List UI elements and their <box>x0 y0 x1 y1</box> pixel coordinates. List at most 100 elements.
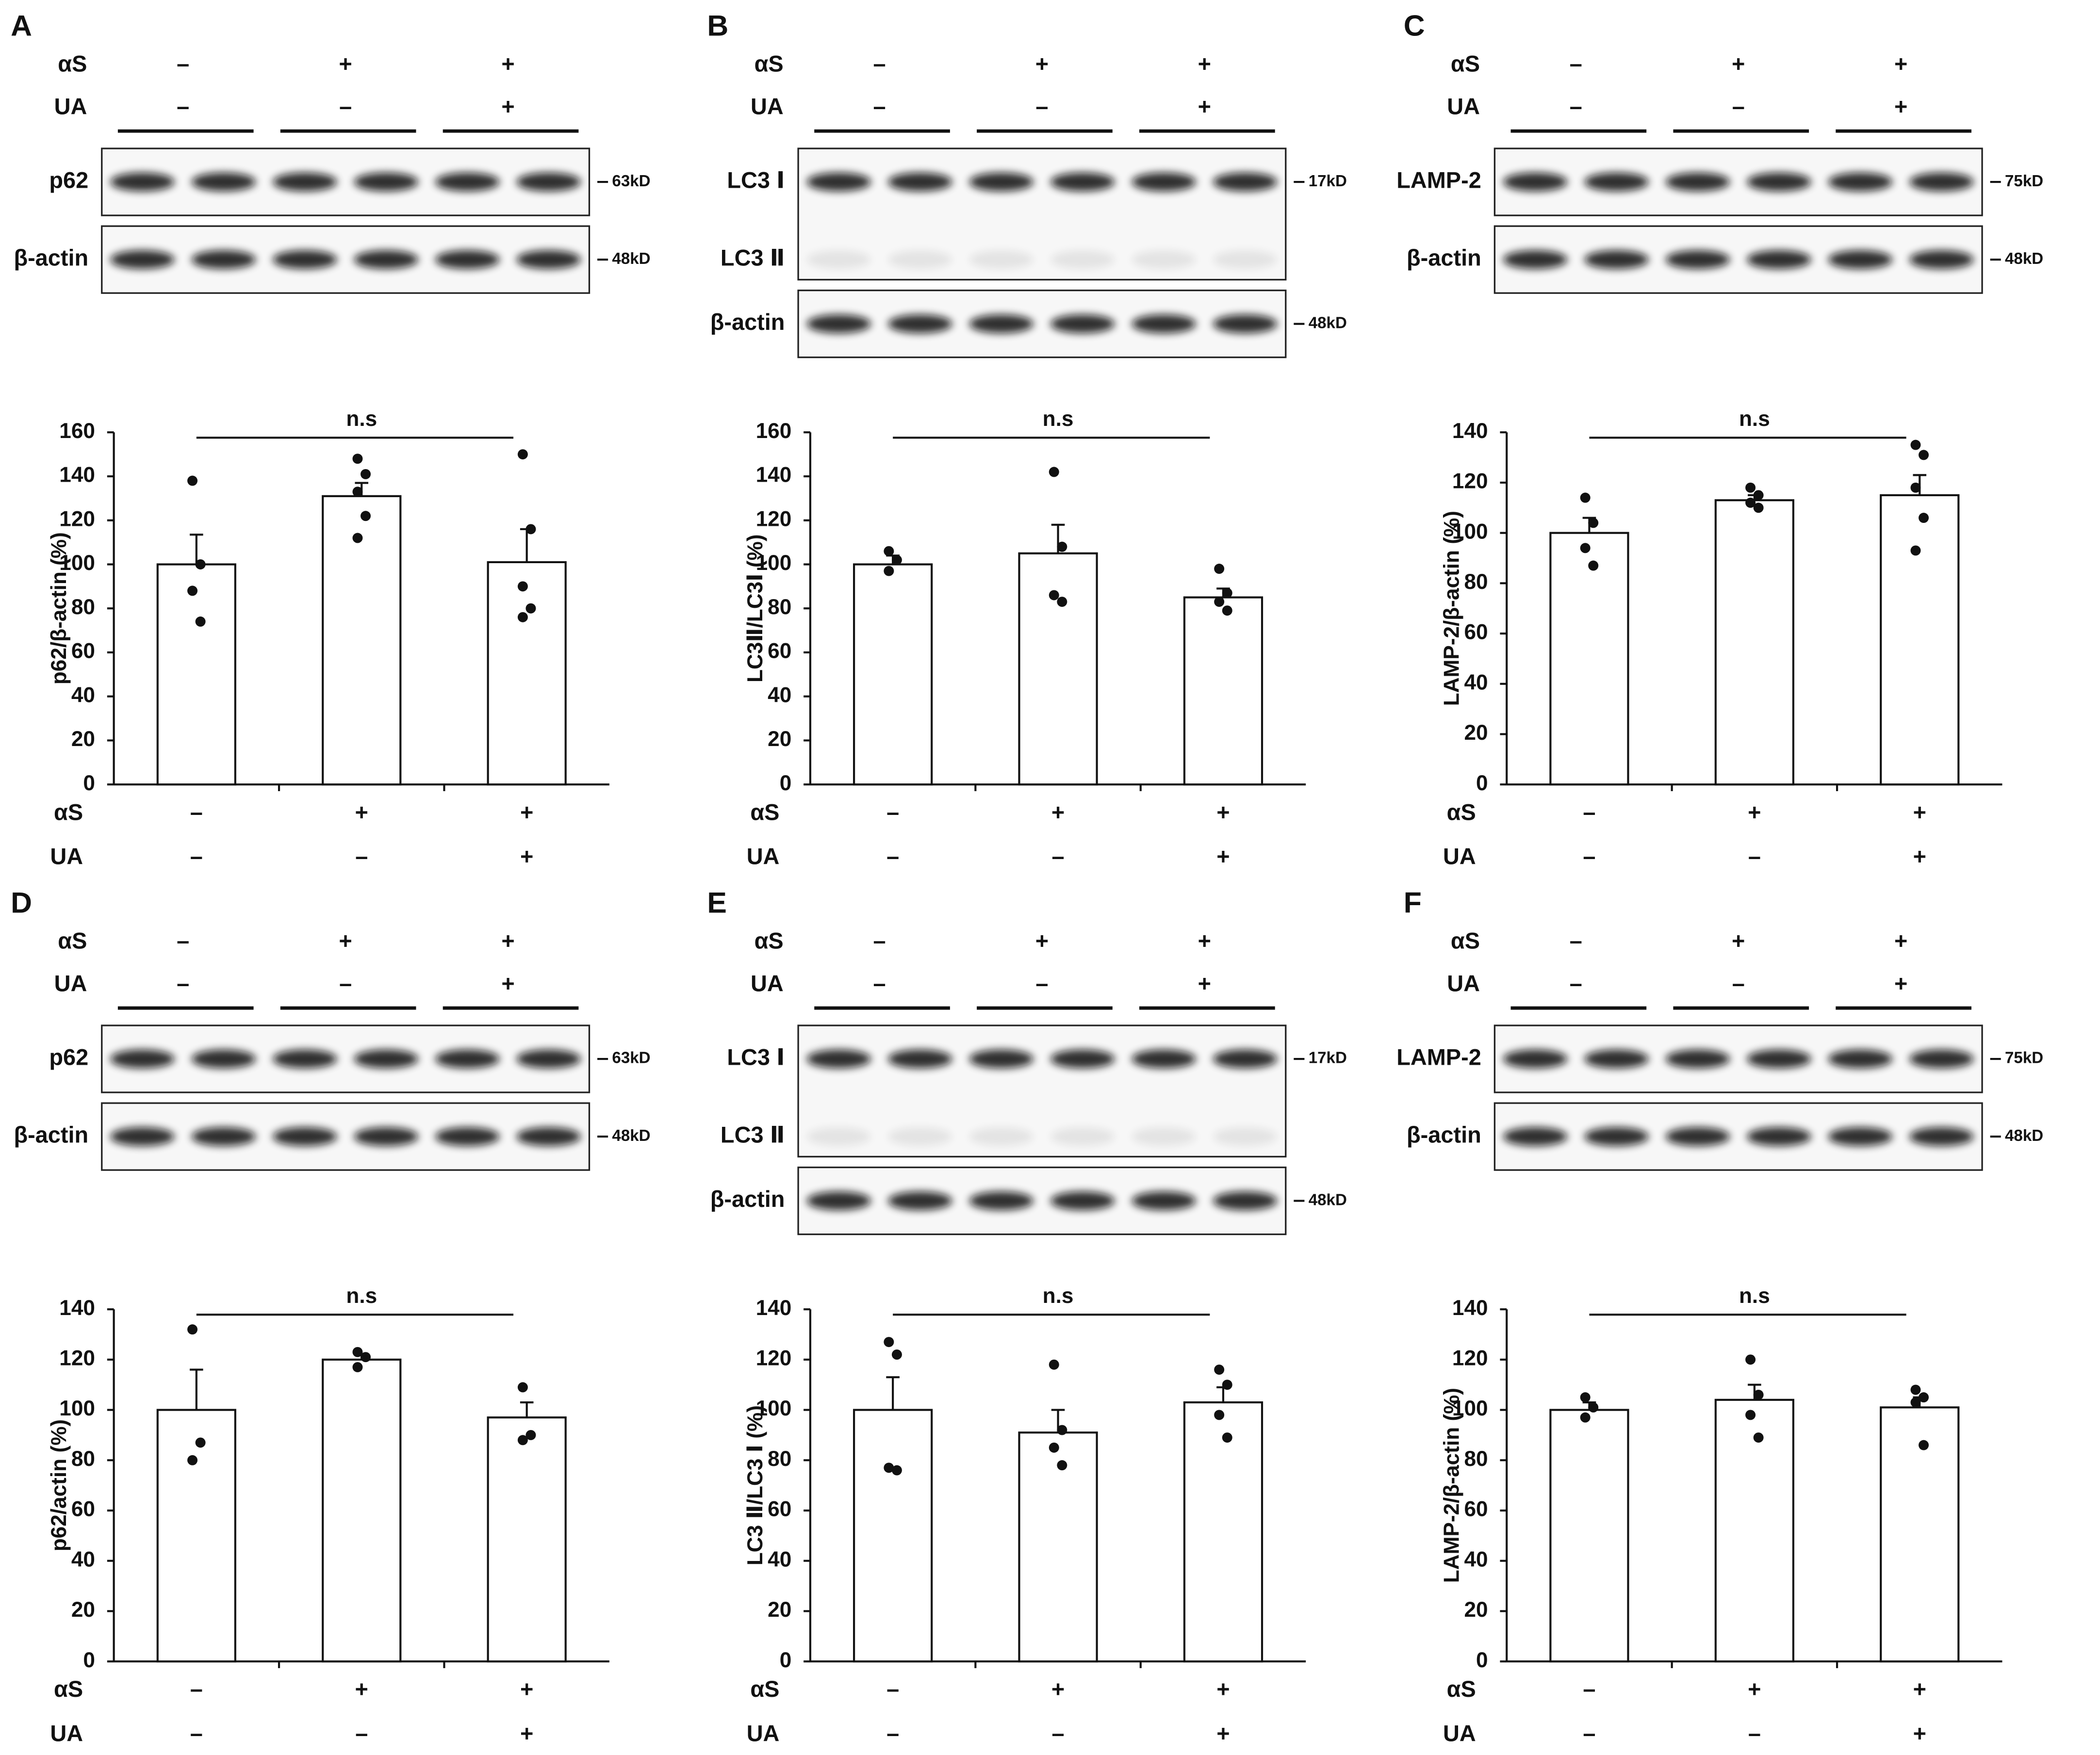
band <box>1050 1049 1115 1069</box>
band <box>273 250 337 269</box>
marker-label: 63kD <box>612 172 650 190</box>
treatment-sign: + <box>501 928 514 953</box>
data-point <box>1910 545 1921 556</box>
band <box>1132 1191 1196 1210</box>
band <box>516 1127 581 1146</box>
y-tick-label: 140 <box>1452 1296 1488 1320</box>
band <box>273 172 337 192</box>
x-row-sign: – <box>190 1676 203 1702</box>
marker-label: 48kD <box>2005 1127 2043 1145</box>
data-point <box>352 1347 363 1357</box>
data-point <box>1745 497 1756 508</box>
x-row-name: UA <box>50 844 83 869</box>
y-tick-label: 0 <box>1476 1648 1488 1672</box>
blot-box <box>797 147 1287 281</box>
band <box>1828 1127 1893 1146</box>
bar <box>1880 494 1960 786</box>
data-point <box>1745 482 1756 493</box>
treatment-name: UA <box>1447 94 1480 119</box>
x-row-sign: + <box>355 799 368 825</box>
band <box>806 1191 871 1210</box>
data-point <box>891 1465 902 1476</box>
band <box>806 172 871 192</box>
treatment-sign: – <box>1035 971 1048 996</box>
data-point <box>517 581 528 592</box>
band-label: β-actin <box>1407 1122 1481 1147</box>
x-row-sign: – <box>886 844 899 869</box>
data-point <box>1580 492 1591 503</box>
y-tick-label: 0 <box>780 1648 792 1672</box>
data-point <box>1753 490 1764 501</box>
data-point <box>1049 1442 1059 1453</box>
data-point <box>1588 560 1599 571</box>
data-point <box>1910 439 1921 450</box>
y-tick-label: 0 <box>83 1648 95 1672</box>
treatment-sign: + <box>501 971 514 996</box>
x-row-sign: – <box>886 1721 899 1746</box>
treatment-sign: + <box>1198 971 1211 996</box>
x-row-sign: + <box>1913 844 1926 869</box>
x-row-sign: + <box>1216 1676 1230 1702</box>
band <box>1909 172 1974 192</box>
x-row-sign: – <box>355 844 368 869</box>
band <box>1909 1127 1974 1146</box>
data-point <box>1057 597 1067 607</box>
data-point <box>525 524 536 535</box>
data-point <box>1214 1410 1225 1420</box>
significance-label: n.s <box>1043 407 1074 431</box>
band <box>1665 1127 1730 1146</box>
data-point <box>1919 513 1929 523</box>
band-label: LC3 Ⅰ <box>727 167 785 193</box>
data-point <box>1588 518 1599 528</box>
treatment-sign: + <box>1894 51 1907 76</box>
marker-label: 75kD <box>2005 172 2043 190</box>
band <box>1503 172 1568 192</box>
band <box>354 1127 419 1146</box>
data-point <box>361 469 371 479</box>
x-row-sign: – <box>1748 844 1761 869</box>
treatment-sign: – <box>1570 971 1582 996</box>
band <box>110 250 175 269</box>
band <box>969 172 1034 192</box>
band <box>1503 250 1568 269</box>
data-point <box>1588 1402 1599 1413</box>
band <box>806 314 871 333</box>
treatment-sign: + <box>1894 971 1907 996</box>
band <box>969 1127 1034 1146</box>
y-tick-label: 60 <box>768 639 791 663</box>
band <box>110 172 175 192</box>
treatment-sign: – <box>1570 94 1582 119</box>
treatment-sign: – <box>873 94 886 119</box>
bar <box>487 561 567 786</box>
treatment-name: UA <box>1447 971 1480 996</box>
data-point <box>1049 590 1059 601</box>
y-tick-label: 100 <box>59 1397 95 1420</box>
band-label: β-actin <box>14 1122 88 1147</box>
band <box>1747 250 1811 269</box>
blot-box <box>101 225 591 294</box>
x-row-sign: – <box>886 799 899 825</box>
treatment-sign: – <box>339 94 352 119</box>
x-row-sign: – <box>1052 1721 1065 1746</box>
significance-label: n.s <box>1043 1284 1074 1308</box>
data-point <box>1580 543 1591 553</box>
x-row-sign: + <box>1051 799 1065 825</box>
data-point <box>187 1324 198 1335</box>
y-tick-label: 60 <box>71 1497 95 1521</box>
band <box>1828 172 1893 192</box>
y-tick-label: 80 <box>768 595 791 619</box>
band <box>1050 172 1115 192</box>
y-tick-label: 40 <box>71 1547 95 1571</box>
blot-box <box>1493 147 1983 216</box>
data-point <box>352 487 363 497</box>
y-tick-label: 20 <box>71 727 95 751</box>
bar <box>853 563 933 786</box>
band-label: β-actin <box>710 1186 785 1212</box>
x-row-sign: + <box>1216 1721 1230 1746</box>
x-row-sign: + <box>1913 799 1926 825</box>
data-point <box>517 1382 528 1393</box>
x-row-sign: + <box>520 844 533 869</box>
bar <box>1018 552 1098 786</box>
blot-box <box>1493 1024 1983 1093</box>
